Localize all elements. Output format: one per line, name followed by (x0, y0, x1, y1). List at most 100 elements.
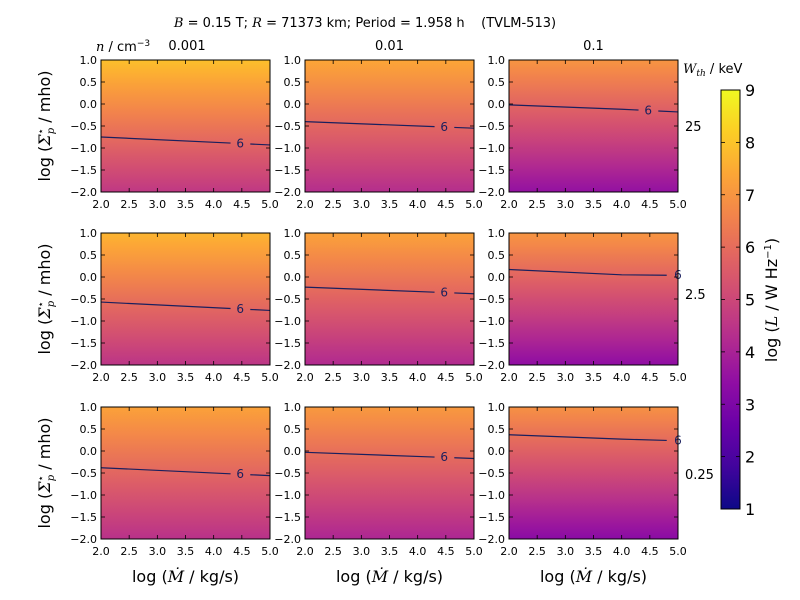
x-tick-label: 2.0 (296, 198, 314, 211)
y-tick-label: 0.5 (80, 249, 98, 262)
heatmap-fill (509, 233, 678, 365)
x-tick-label: 2.5 (528, 371, 546, 384)
x-tick-label: 3.5 (585, 198, 603, 211)
y-tick-label: −1.0 (274, 315, 301, 328)
heatmap-panel: 62.0 2.5 3.0 3.5 4.0 4.5 5.01.00.50.0−0.5−1.0−… (478, 227, 686, 384)
y-tick-label: 0.0 (488, 98, 506, 111)
y-tick-label: 1.0 (80, 227, 98, 240)
x-tick-label: 2.5 (324, 371, 342, 384)
y-axis-label: log (Σ⋆p / mho) (35, 243, 57, 354)
y-tick-label: 0.0 (80, 445, 98, 458)
y-tick-label: 0.0 (80, 271, 98, 284)
x-tick-label: 4.5 (233, 198, 251, 211)
heatmap-panel: 62.0 2.5 3.0 3.5 4.0 4.5 5.01.00.50.0−0.5−1.0−… (70, 401, 278, 558)
heatmap-fill (101, 407, 270, 539)
x-axis-label: log (Ṁ / kg/s) (336, 566, 443, 586)
contour-line (304, 286, 435, 293)
y-tick-label: −0.5 (274, 293, 301, 306)
contour-line (304, 451, 435, 458)
x-tick-label: 4.5 (233, 545, 251, 558)
x-tick-label: 3.0 (353, 198, 371, 211)
y-tick-label: −1.5 (274, 164, 301, 177)
contour-line (250, 143, 271, 146)
y-tick-label: −1.0 (478, 489, 505, 502)
x-axis-label: log (Ṁ / kg/s) (132, 566, 239, 586)
colorbar-fill (721, 90, 740, 509)
heatmap-fill (101, 233, 270, 365)
x-tick-label: 4.5 (641, 545, 659, 558)
y-tick-label: −2.0 (70, 359, 97, 372)
heatmap-fill (305, 60, 474, 192)
y-tick-label: −1.5 (478, 511, 505, 524)
y-tick-label: −1.5 (274, 337, 301, 350)
x-tick-label: 2.5 (528, 198, 546, 211)
y-tick-label: 1.0 (80, 54, 98, 67)
x-tick-label: 5.0 (669, 198, 687, 211)
x-tick-label: 2.5 (120, 545, 138, 558)
density-value: 0.001 (168, 39, 205, 54)
x-tick-label: 3.5 (381, 371, 399, 384)
x-tick-label: 2.0 (296, 545, 314, 558)
y-tick-label: −2.0 (274, 359, 301, 372)
x-tick-label: 5.0 (465, 545, 483, 558)
density-value: 0.01 (375, 39, 404, 54)
x-tick-label: 4.5 (437, 198, 455, 211)
heatmap-fill (509, 407, 678, 539)
contour-line (250, 474, 271, 477)
colorbar-tick-label: 5 (745, 291, 755, 310)
y-tick-label: −1.5 (478, 164, 505, 177)
x-tick-label: 2.5 (528, 545, 546, 558)
x-tick-label: 4.0 (205, 198, 223, 211)
y-tick-label: −1.0 (70, 489, 97, 502)
y-tick-label: 1.0 (488, 401, 506, 414)
y-tick-label: 0.0 (488, 445, 506, 458)
heatmap-panel: 62.0 2.5 3.0 3.5 4.0 4.5 5.01.00.50.0−0.5−1.0−… (70, 227, 278, 384)
y-tick-label: −1.5 (478, 337, 505, 350)
y-tick-label: −1.5 (274, 511, 301, 524)
y-tick-label: −0.5 (70, 120, 97, 133)
contour-label: 6 (236, 302, 244, 316)
figure-title: B = 0.15 T; R = 71373 km; Period = 1.958… (173, 16, 556, 31)
y-tick-label: 0.5 (488, 76, 506, 89)
x-tick-label: 5.0 (465, 198, 483, 211)
x-tick-label: 4.0 (613, 545, 631, 558)
x-tick-label: 3.5 (585, 545, 603, 558)
y-tick-label: −1.0 (478, 142, 505, 155)
y-tick-label: 1.0 (284, 54, 302, 67)
y-tick-label: −0.5 (478, 120, 505, 133)
colorbar: 1 2 3 4 5 6 7 8 9 log (L / W Hz−1) (720, 81, 781, 519)
x-tick-label: 4.0 (613, 371, 631, 384)
x-tick-label: 2.0 (296, 371, 314, 384)
contour-line (454, 126, 475, 129)
y-tick-label: −1.5 (70, 511, 97, 524)
x-tick-label: 4.0 (613, 198, 631, 211)
x-tick-label: 5.0 (261, 198, 279, 211)
contour-label: 6 (236, 467, 244, 481)
contour-line (454, 457, 475, 460)
x-tick-label: 2.5 (120, 198, 138, 211)
x-tick-label: 4.0 (409, 198, 427, 211)
contour-line (100, 467, 231, 475)
y-tick-label: 0.5 (80, 76, 98, 89)
y-tick-label: −0.5 (478, 467, 505, 480)
y-tick-label: 0.5 (284, 76, 302, 89)
x-tick-label: 5.0 (465, 371, 483, 384)
contour-label: 6 (440, 450, 448, 464)
y-tick-label: 0.0 (284, 271, 302, 284)
y-tick-label: −1.0 (70, 315, 97, 328)
colorbar-tick-label: 9 (745, 81, 755, 100)
y-tick-label: −2.0 (274, 186, 301, 199)
y-tick-label: −0.5 (274, 120, 301, 133)
contour-label: 6 (440, 285, 448, 299)
contour-label: 6 (236, 136, 244, 150)
x-tick-label: 2.0 (92, 545, 110, 558)
x-tick-label: 3.0 (557, 545, 575, 558)
x-tick-label: 5.0 (261, 371, 279, 384)
x-tick-label: 3.0 (353, 371, 371, 384)
x-tick-label: 5.0 (669, 371, 687, 384)
x-tick-label: 4.5 (437, 545, 455, 558)
y-tick-label: −2.0 (70, 533, 97, 546)
y-tick-label: −0.5 (70, 467, 97, 480)
contour-line (304, 121, 435, 128)
heatmap-panel: 62.0 2.5 3.0 3.5 4.0 4.5 5.01.00.50.0−0.5−1.0−… (70, 54, 278, 211)
